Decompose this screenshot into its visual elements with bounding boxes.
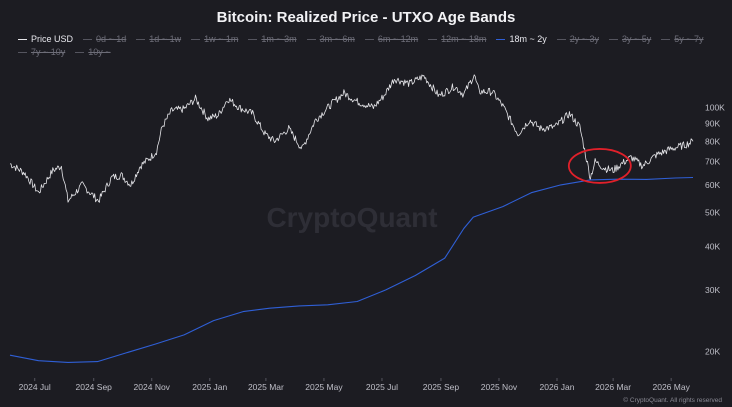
legend-label: Price USD (31, 34, 74, 44)
copyright-notice: © CryptoQuant. All rights reserved (623, 397, 722, 404)
x-tick-label: 2024 Jul (19, 382, 51, 392)
legend-item[interactable]: 5y ~ 7y (661, 33, 704, 46)
legend-label: 3m ~ 6m (319, 34, 355, 44)
x-tick-label: 2024 Nov (134, 382, 171, 392)
chart-title: Bitcoin: Realized Price - UTXO Age Bands (216, 9, 516, 26)
y-tick-label: 90K (705, 118, 720, 128)
x-tick-label: 2026 Mar (595, 382, 631, 392)
legend-label: 0d ~ 1d (96, 34, 127, 44)
y-axis: 100K 90K 80K 70K 60K 50K 40K 30K 20K (705, 102, 725, 356)
legend-label: 6m ~ 12m (377, 34, 419, 44)
legend-item[interactable]: Price USD (18, 33, 73, 46)
annotation-layer (567, 148, 632, 184)
legend-swatch (556, 39, 566, 40)
x-tick-label: 2024 Sep (76, 382, 113, 392)
legend-swatch (191, 39, 201, 40)
legend-swatch (661, 39, 671, 40)
legend-label: 12m ~ 18m (441, 34, 487, 44)
x-tick-label: 2025 Jul (366, 382, 398, 392)
legend-item[interactable]: 3m ~ 6m (306, 33, 355, 46)
legend-item[interactable]: 10y ~ (75, 46, 111, 59)
legend-label: 1w ~ 1m (204, 34, 239, 44)
legend-item[interactable]: 1w ~ 1m (191, 33, 238, 46)
legend-item[interactable]: 7y ~ 10y (18, 46, 65, 59)
legend-swatch (136, 39, 146, 40)
legend-label: 1m ~ 3m (261, 34, 297, 44)
legend-swatch (609, 39, 618, 40)
legend-label: 18m ~ 2y (509, 34, 547, 44)
legend-label: 2y ~ 3y (569, 34, 599, 44)
y-tick-label: 30K (705, 285, 720, 295)
legend-label: 7y ~ 10y (31, 47, 66, 57)
legend-swatch (306, 39, 316, 40)
legend-item[interactable]: 0d ~ 1d (83, 33, 126, 46)
legend-swatch (75, 52, 85, 53)
watermark-text: CryptoQuant (266, 202, 437, 233)
y-tick-label: 60K (705, 180, 720, 190)
legend-swatch (83, 39, 93, 40)
x-axis: 2024 Jul 2024 Sep 2024 Nov 2025 Jan 2025 Mar… (19, 378, 691, 392)
x-tick-label: 2025 Sep (423, 382, 460, 392)
x-tick-label: 2026 Jan (540, 382, 575, 392)
legend-swatch (248, 39, 258, 40)
x-tick-label: 2025 Mar (248, 382, 284, 392)
legend-item[interactable]: 1m ~ 3m (248, 33, 297, 46)
series-line-price-usd (9, 74, 694, 203)
y-tick-label: 80K (705, 136, 720, 146)
x-tick-label: 2025 Nov (481, 382, 518, 392)
legend-swatch (18, 52, 27, 53)
legend-item[interactable]: 6m ~ 12m (364, 33, 419, 46)
y-tick-label: 50K (705, 208, 720, 218)
chart-legend: Price USD 0d ~ 1d 1d ~ 1w 1w ~ 1m 1m ~ 3m 3m … (18, 33, 723, 59)
legend-label: 1d ~ 1w (149, 34, 182, 44)
x-tick-label: 2025 Jan (192, 382, 227, 392)
highlight-circle (567, 148, 632, 184)
legend-item[interactable]: 1d ~ 1w (136, 33, 181, 46)
x-tick-label: 2026 May (652, 382, 690, 392)
y-tick-label: 70K (705, 157, 720, 167)
legend-item[interactable]: 18m ~ 2y (496, 33, 547, 46)
legend-swatch (364, 39, 374, 40)
legend-label: 5y ~ 7y (674, 34, 704, 44)
y-tick-label: 40K (705, 241, 720, 251)
legend-swatch (496, 39, 506, 40)
legend-item[interactable]: 2y ~ 3y (556, 33, 599, 46)
y-tick-label: 100K (705, 102, 725, 112)
legend-item[interactable]: 3y ~ 5y (609, 33, 651, 46)
legend-label: 3y ~ 5y (622, 34, 652, 44)
legend-label: 10y ~ (88, 47, 111, 57)
legend-swatch (18, 39, 27, 40)
legend-swatch (428, 39, 438, 40)
y-tick-label: 20K (705, 346, 720, 356)
legend-item[interactable]: 12m ~ 18m (428, 33, 486, 46)
x-tick-label: 2025 May (305, 382, 343, 392)
